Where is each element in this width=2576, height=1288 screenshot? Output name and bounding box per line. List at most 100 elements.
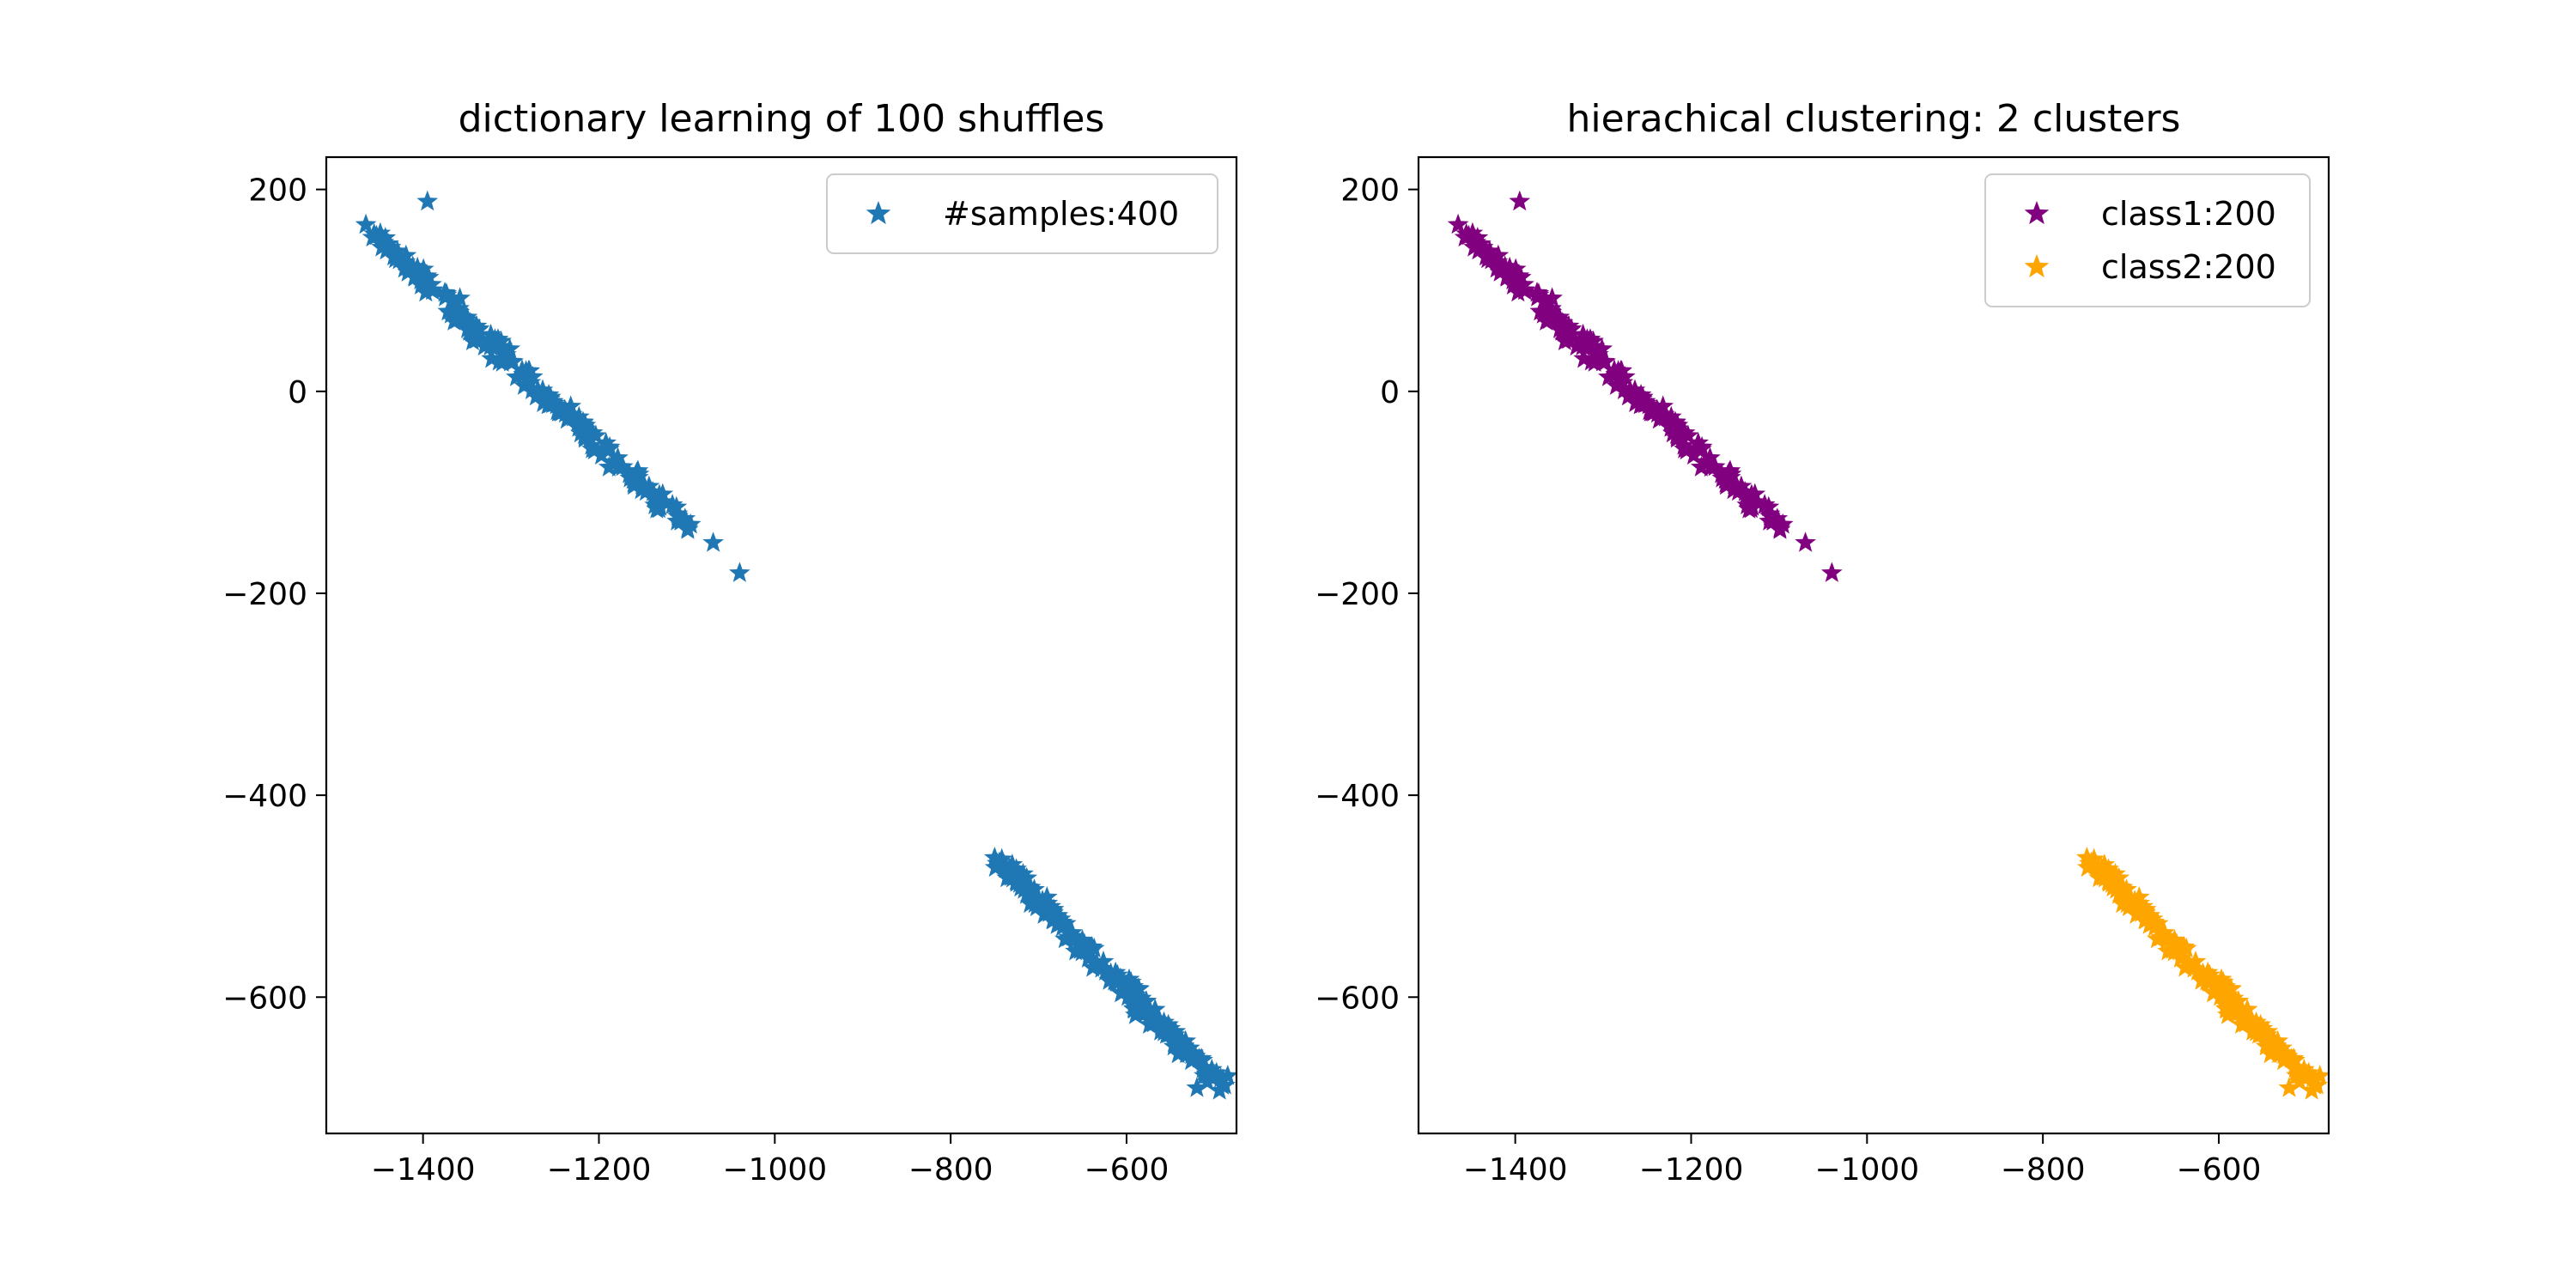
data-point [1606, 374, 1627, 395]
data-point [398, 256, 420, 276]
legend: class1:200 class2:200 [1984, 173, 2311, 307]
data-point [1662, 422, 1684, 443]
data-point [1641, 401, 1663, 422]
data-point [2306, 1074, 2328, 1095]
data-point [355, 213, 377, 234]
data-point [1573, 348, 1595, 368]
data-point [549, 401, 571, 422]
data-point [539, 386, 562, 407]
data-point [1771, 513, 1794, 534]
data-point [1674, 438, 1696, 459]
data-point [1533, 303, 1554, 324]
data-point [363, 222, 385, 244]
data-point [1558, 319, 1581, 340]
data-point [435, 283, 458, 305]
data-point [1535, 290, 1557, 312]
y-tick-label: 0 [1380, 375, 1400, 410]
data-point [1112, 981, 1133, 1002]
data-point [1652, 395, 1674, 416]
data-point [2161, 939, 2184, 959]
data-point [1061, 921, 1083, 942]
data-point [522, 366, 544, 386]
y-tick-label: −400 [1315, 779, 1400, 814]
data-point [1012, 862, 1034, 884]
data-point [506, 366, 527, 386]
data-point [1151, 1015, 1172, 1036]
data-point [1551, 320, 1573, 341]
data-point [456, 308, 478, 330]
data-point [1490, 256, 1512, 276]
data-point [395, 244, 417, 265]
data-point [443, 290, 465, 312]
data-point [404, 266, 426, 287]
x-tick-label: −600 [2177, 1152, 2262, 1188]
data-point [406, 256, 428, 277]
data-point [447, 308, 468, 329]
data-point [595, 432, 617, 453]
data-point [2196, 961, 2219, 982]
data-point [1472, 236, 1494, 257]
data-point [1171, 1034, 1193, 1054]
data-point [2101, 872, 2123, 893]
data-point [729, 562, 750, 582]
x-tick-label: −600 [1084, 1152, 1170, 1188]
data-point [371, 236, 393, 257]
data-point [1716, 465, 1738, 485]
y-tick-label: 200 [248, 173, 307, 209]
data-point [638, 475, 660, 496]
data-point [2147, 927, 2168, 949]
y-tick-label: −200 [1315, 577, 1400, 612]
data-point [1614, 366, 1636, 386]
data-point [1716, 474, 1737, 495]
data-point [1598, 366, 1619, 386]
data-point [1618, 385, 1639, 406]
data-point [478, 329, 501, 349]
data-point [1508, 264, 1530, 285]
data-point [416, 264, 438, 285]
data-point [1217, 1065, 1236, 1085]
data-point [984, 847, 1005, 867]
data-point [1126, 986, 1148, 1007]
y-tick-label: −200 [222, 577, 307, 612]
data-point [1069, 939, 1091, 959]
data-point [1104, 961, 1127, 982]
data-point [1613, 379, 1635, 399]
data-point [999, 861, 1021, 882]
y-tick-label: 200 [1340, 173, 1400, 209]
data-point [1214, 1074, 1236, 1095]
data-point [1540, 301, 1562, 321]
data-point [1001, 854, 1024, 874]
data-point [1016, 866, 1038, 888]
data-point [1496, 266, 1518, 287]
data-point [2120, 890, 2142, 911]
chart-title: hierachical clustering: 2 clusters [1567, 97, 2181, 141]
data-point [1125, 1004, 1146, 1024]
data-point [646, 498, 668, 519]
data-point [560, 404, 581, 426]
data-point [1704, 455, 1726, 477]
data-point [2128, 886, 2150, 907]
data-point [1504, 258, 1527, 279]
data-point [568, 405, 590, 427]
data-point [521, 379, 543, 399]
plot-frame [1417, 155, 2330, 1135]
legend-box [1984, 173, 2311, 307]
data-point [1487, 244, 1510, 265]
data-point [2204, 981, 2226, 1002]
data-point [1565, 335, 1588, 356]
data-point [437, 300, 459, 321]
data-point [1738, 498, 1760, 519]
data-point [670, 510, 692, 531]
legend-label: class2:200 [2101, 248, 2276, 286]
data-point [473, 335, 495, 356]
data-point [2135, 898, 2157, 919]
data-point [1631, 386, 1654, 407]
data-point [624, 465, 646, 485]
scatter-points [1447, 190, 2329, 1100]
data-point [1050, 911, 1072, 932]
y-tick-label: 0 [288, 375, 307, 410]
scatter-points [355, 190, 1236, 1100]
data-point [1498, 256, 1521, 277]
data-point [1463, 236, 1485, 257]
data-point [1098, 969, 1121, 990]
